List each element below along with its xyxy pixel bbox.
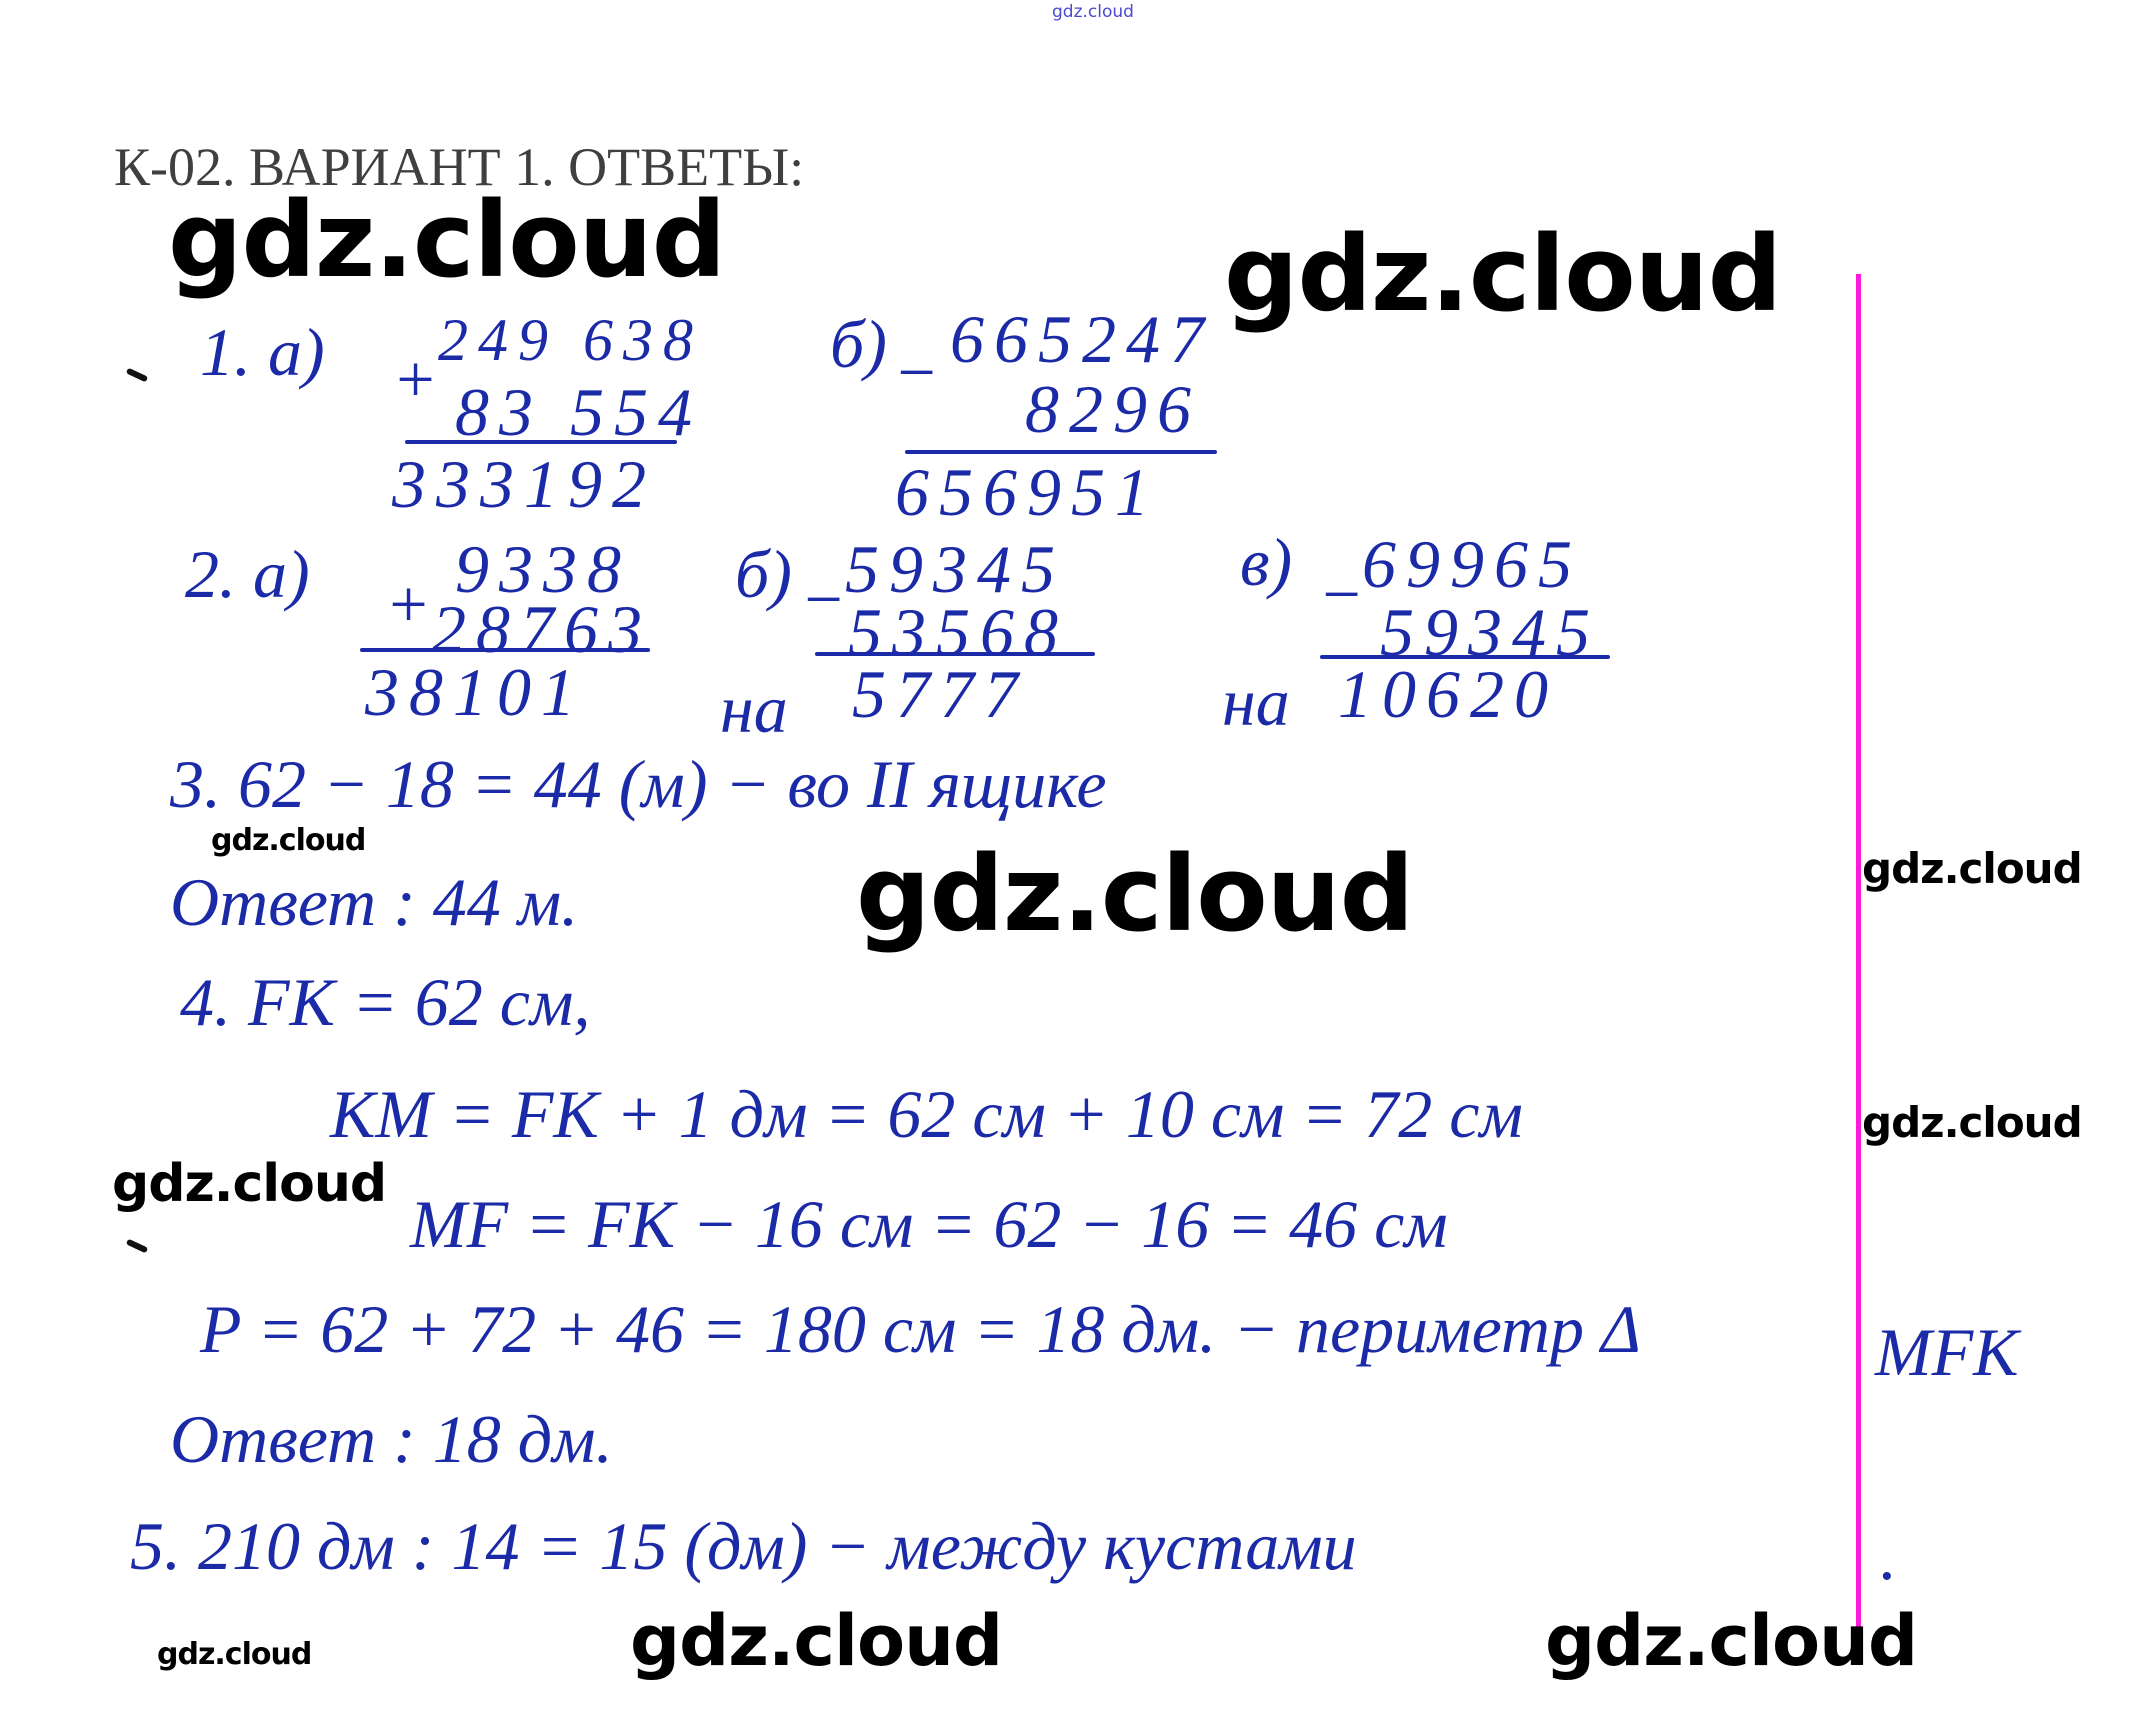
watermark: gdz.cloud [112,1154,387,1214]
task-1b-result: 656951 [895,454,1159,530]
margin-line [1856,274,1861,1661]
task-2a-result: 38101 [365,654,585,730]
task-1b-operator: − [893,334,939,410]
task-5-period: . [1880,1518,1897,1594]
task-1a-result: 333192 [392,446,656,522]
task-1a-operator: + [392,341,438,417]
task-3-answer: Ответ : 44 м. [170,864,579,940]
watermark: gdz.cloud [856,833,1414,955]
task-2b-top: 59345 [845,531,1065,607]
watermark: gdz.cloud [1545,1600,1918,1682]
task-1a-bottom: 83 554 [455,374,702,450]
task-1b-bottom: 8296 [1025,371,1201,447]
watermark: gdz.cloud [211,823,366,858]
task-2b-operator: − [800,561,846,637]
task-4-answer: Ответ : 18 дм. [170,1401,613,1477]
task-2a-top: 9338 [455,531,631,607]
stray-mark [125,1238,149,1254]
sum-rule [360,648,650,652]
task-1b-label: б) [830,306,887,382]
task-4-given: 4. FK = 62 см, [180,964,591,1040]
task-2c-prefix: на [1222,664,1290,740]
watermark: gdz.cloud [157,1637,312,1672]
difference-rule [815,652,1095,656]
task-3-solution: 3. 62 − 18 = 44 (м) − во II ящике [170,746,1107,822]
watermark: gdz.cloud [1862,844,2083,893]
task-2b-result: 5777 [852,656,1028,732]
stray-mark [125,367,149,383]
difference-rule [905,450,1217,454]
watermark: gdz.cloud [1224,213,1782,335]
source-watermark: gdz.cloud [1052,2,1134,22]
sum-rule [405,440,677,444]
task-5-solution: 5. 210 дм : 14 = 15 (дм) − между кустами [130,1508,1357,1584]
task-2c-label: в) [1240,524,1293,600]
watermark: gdz.cloud [630,1600,1003,1682]
task-2c-operator: − [1318,556,1364,632]
task-4-perimeter: P = 62 + 72 + 46 = 180 см = 18 дм. − пер… [200,1291,1641,1367]
page-title: К-02. ВАРИАНТ 1. ОТВЕТЫ: [114,137,805,197]
task-2c-result: 10620 [1338,656,1558,732]
watermark: gdz.cloud [1862,1098,2083,1147]
task-2c-bottom: 59345 [1380,594,1600,670]
task-4-triangle-name: MFK [1875,1314,2019,1390]
task-2b-label: б) [735,536,792,612]
task-2a-label: 2. а) [185,536,310,612]
task-1b-top: 665247 [950,301,1214,377]
task-2c-top: 69965 [1362,526,1582,602]
task-1a-label: 1. а) [200,314,325,390]
task-2a-bottom: 28763 [432,591,652,667]
task-1a-top: 249 638 [438,307,703,373]
task-4-mf: MF = FK − 16 см = 62 − 16 = 46 см [410,1186,1448,1262]
task-4-km: KM = FK + 1 дм = 62 см + 10 см = 72 см [330,1076,1523,1152]
difference-rule [1320,655,1610,659]
task-2b-prefix: на [720,671,788,747]
watermark: gdz.cloud [168,179,726,301]
task-2a-operator: + [385,566,431,642]
